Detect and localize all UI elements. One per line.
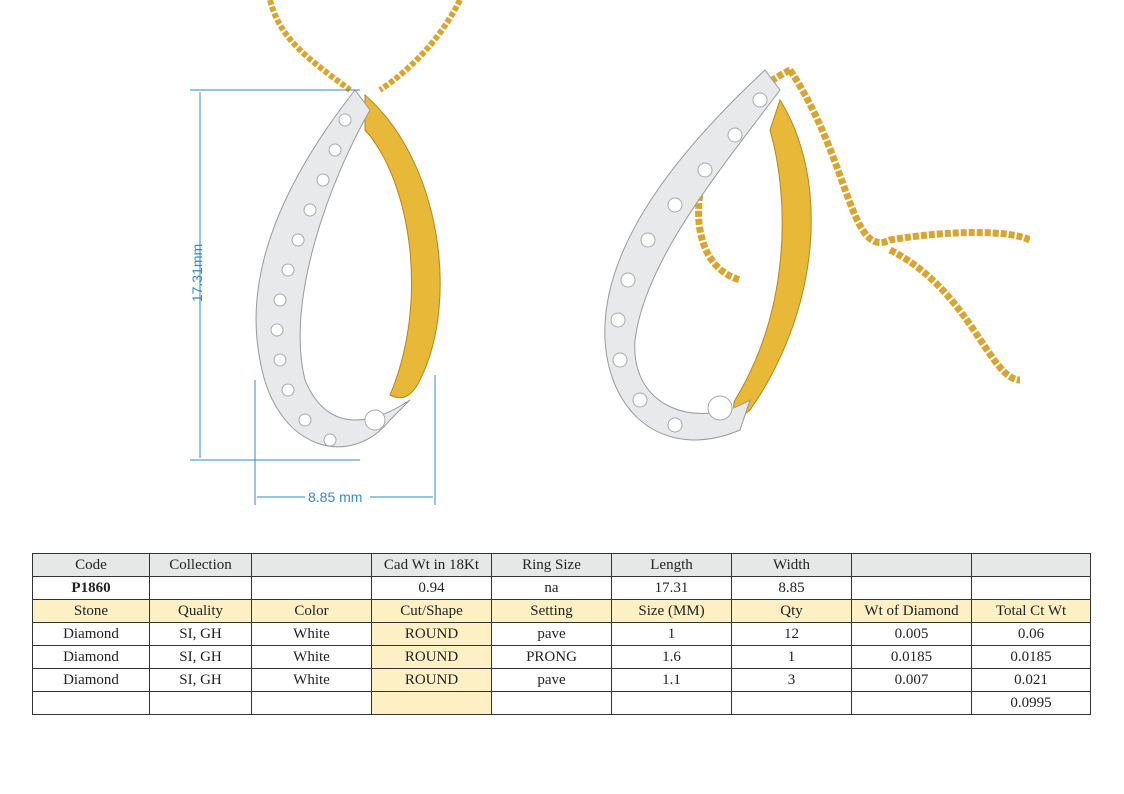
table-cell: White — [251, 622, 372, 646]
table-cell: 0.021 — [971, 668, 1091, 692]
stone-header-row: Stone Quality Color Cut/Shape Setting Si… — [32, 599, 1091, 623]
table-cell: pave — [491, 668, 612, 692]
header-cell: Qty — [731, 599, 852, 623]
table-cell: 0.0185 — [971, 645, 1091, 669]
table-cell: 1 — [611, 622, 732, 646]
header-cell: Setting — [491, 599, 612, 623]
table-cell: 8.85 — [731, 576, 852, 600]
width-dimension-label: 8.85 mm — [308, 489, 363, 505]
stone-row: Diamond SI, GH White ROUND PRONG 1.6 1 0.0185 0.… — [32, 645, 1091, 669]
header-cell — [971, 553, 1091, 577]
table-cell — [32, 691, 150, 715]
table-cell: White — [251, 645, 372, 669]
header-cell: Size (MM) — [611, 599, 732, 623]
table-cell: 3 — [731, 668, 852, 692]
header-cell: Color — [251, 599, 372, 623]
header-cell: Quality — [149, 599, 252, 623]
header-cell: Cad Wt in 18Kt — [371, 553, 492, 577]
table-cell: Diamond — [32, 668, 150, 692]
table-cell — [971, 576, 1091, 600]
table-cell — [851, 691, 972, 715]
stone-row: Diamond SI, GH White ROUND pave 1.1 3 0.007 0.02… — [32, 668, 1091, 692]
header-cell: Length — [611, 553, 732, 577]
header-cell: Wt of Diamond — [851, 599, 972, 623]
specification-table: Code Collection Cad Wt in 18Kt Ring Size… — [32, 553, 1091, 715]
table-cell — [149, 576, 252, 600]
table-cell: 0.0185 — [851, 645, 972, 669]
table-cell: SI, GH — [149, 668, 252, 692]
header-cell — [851, 553, 972, 577]
table-cell — [251, 576, 372, 600]
table-cell: 12 — [731, 622, 852, 646]
table-cell — [851, 576, 972, 600]
table-cell: pave — [491, 622, 612, 646]
table-cell: ROUND — [371, 668, 492, 692]
header-cell: Cut/Shape — [371, 599, 492, 623]
table-cell — [371, 691, 492, 715]
table-cell — [731, 691, 852, 715]
table-cell — [611, 691, 732, 715]
table-cell — [149, 691, 252, 715]
table-cell: 0.06 — [971, 622, 1091, 646]
stone-row: Diamond SI, GH White ROUND pave 1 12 0.005 0.06 — [32, 622, 1091, 646]
table-cell: 1.1 — [611, 668, 732, 692]
table-cell: Diamond — [32, 622, 150, 646]
table-cell: White — [251, 668, 372, 692]
table-cell: SI, GH — [149, 622, 252, 646]
header-cell: Code — [32, 553, 150, 577]
table-header-row: Code Collection Cad Wt in 18Kt Ring Size… — [32, 553, 1091, 577]
total-row: 0.0995 — [32, 691, 1091, 715]
table-cell — [251, 691, 372, 715]
code-cell: P1860 — [32, 576, 150, 600]
pendant-perspective-view — [604, 66, 1030, 441]
pendant-front-view — [190, 0, 463, 505]
table-cell: 17.31 — [611, 576, 732, 600]
header-cell: Stone — [32, 599, 150, 623]
table-cell: 1.6 — [611, 645, 732, 669]
header-cell: Ring Size — [491, 553, 612, 577]
header-cell — [251, 553, 372, 577]
table-cell: ROUND — [371, 622, 492, 646]
table-cell: na — [491, 576, 612, 600]
table-row: P1860 0.94 na 17.31 8.85 — [32, 576, 1091, 600]
table-cell: 0.005 — [851, 622, 972, 646]
length-dimension-label: 17.31mm — [189, 243, 206, 303]
table-cell: PRONG — [491, 645, 612, 669]
table-cell: 0.007 — [851, 668, 972, 692]
table-cell: Diamond — [32, 645, 150, 669]
table-cell: SI, GH — [149, 645, 252, 669]
table-cell: ROUND — [371, 645, 492, 669]
header-cell: Collection — [149, 553, 252, 577]
table-cell — [491, 691, 612, 715]
total-ct-wt-cell: 0.0995 — [971, 691, 1091, 715]
table-cell: 0.94 — [371, 576, 492, 600]
header-cell: Total Ct Wt — [971, 599, 1091, 623]
table-cell: 1 — [731, 645, 852, 669]
header-cell: Width — [731, 553, 852, 577]
